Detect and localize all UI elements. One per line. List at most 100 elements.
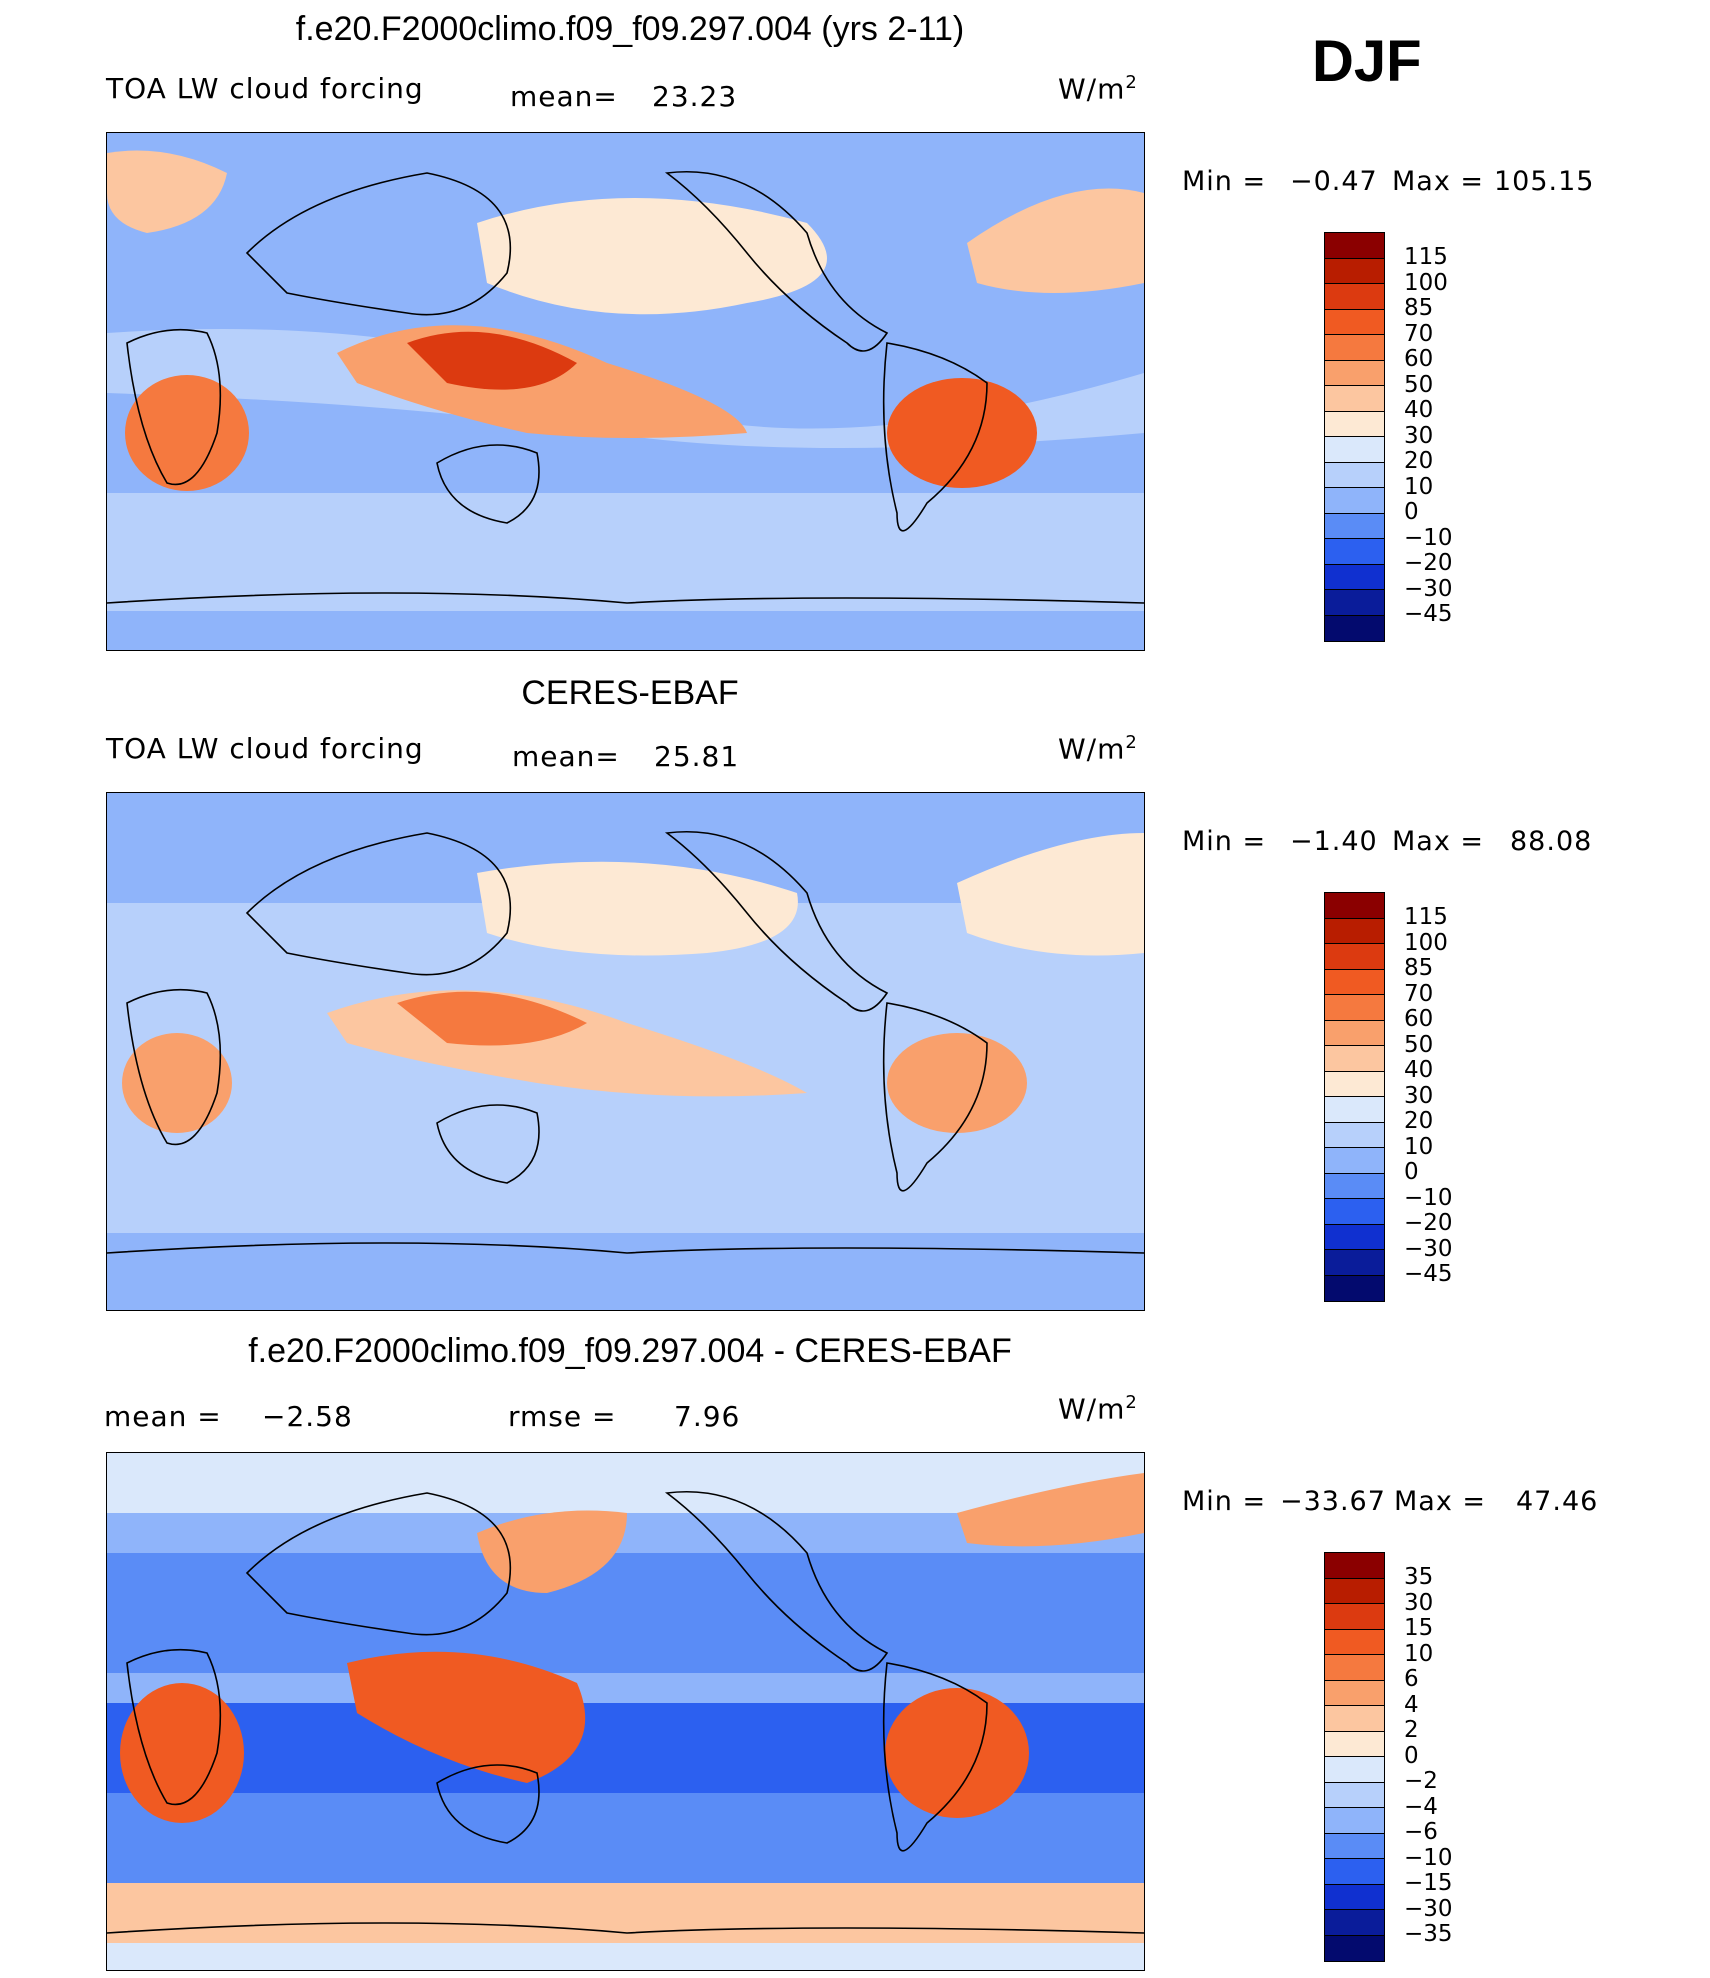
panel-1-max-value: 105.15 bbox=[1494, 166, 1595, 197]
colorbar-tick: 30 bbox=[1404, 423, 1434, 449]
south-america-max bbox=[887, 378, 1037, 488]
africa-positive bbox=[120, 1683, 244, 1823]
colorbar-swatch bbox=[1325, 893, 1384, 919]
colorbar-swatch bbox=[1325, 1629, 1384, 1655]
colorbar-tick: −6 bbox=[1404, 1819, 1438, 1845]
colorbar-tick: −35 bbox=[1404, 1921, 1453, 1947]
colorbar-swatch bbox=[1325, 969, 1384, 995]
panel-3-max-label: Max = bbox=[1394, 1486, 1487, 1517]
colorbar-swatch bbox=[1325, 411, 1384, 437]
colorbar-swatch bbox=[1325, 944, 1384, 970]
colorbar-swatch bbox=[1325, 437, 1384, 463]
colorbar-tick: 0 bbox=[1404, 499, 1419, 525]
panel-2-min-value: −1.40 bbox=[1290, 826, 1378, 857]
colorbar-swatch bbox=[1325, 513, 1384, 539]
colorbar-swatch bbox=[1325, 1046, 1384, 1072]
panel-1-mean-value: 23.23 bbox=[652, 80, 738, 113]
colorbar-swatch bbox=[1325, 1250, 1384, 1276]
colorbar-tick: 40 bbox=[1404, 397, 1434, 423]
panel-1-map-svg bbox=[107, 133, 1144, 650]
colorbar-tick: 60 bbox=[1404, 1006, 1434, 1032]
colorbar-swatch bbox=[1325, 918, 1384, 944]
panel-3-map bbox=[106, 1452, 1145, 1971]
colorbar-swatch bbox=[1325, 284, 1384, 310]
panel-1-min-value: −0.47 bbox=[1290, 166, 1378, 197]
season-label: DJF bbox=[1312, 29, 1422, 94]
europe-high bbox=[107, 150, 227, 233]
north-pacific-high bbox=[477, 861, 798, 956]
panel-1-units: W/m2 bbox=[1058, 72, 1138, 106]
coastlines bbox=[107, 1491, 1144, 1934]
colorbar-tick: 100 bbox=[1404, 270, 1448, 296]
colorbar-swatch bbox=[1325, 335, 1384, 361]
colorbar-tick: −45 bbox=[1404, 1261, 1453, 1287]
south-america-positive bbox=[885, 1688, 1029, 1818]
south-america-max bbox=[887, 1033, 1027, 1133]
colorbar-swatch bbox=[1325, 1275, 1384, 1301]
colorbar-swatch bbox=[1325, 1706, 1384, 1732]
colorbar-swatch bbox=[1325, 386, 1384, 412]
panel-1-variable-label: TOA LW cloud forcing bbox=[106, 72, 424, 105]
southern-band bbox=[107, 493, 1144, 613]
colorbar-tick: −20 bbox=[1404, 1210, 1453, 1236]
colorbar-tick: 50 bbox=[1404, 372, 1434, 398]
panel-2-colorbar bbox=[1324, 892, 1385, 1302]
colorbar-swatch bbox=[1325, 1757, 1384, 1783]
maritime-continent-core bbox=[397, 991, 587, 1046]
panel-2-map-svg bbox=[107, 793, 1144, 1310]
panel-3-map-svg bbox=[107, 1453, 1144, 1970]
panel-2-min-label: Min = bbox=[1182, 826, 1267, 857]
panel-2-mean-value: 25.81 bbox=[654, 740, 740, 773]
antarctic-band bbox=[107, 1233, 1144, 1310]
colorbar-tick: 10 bbox=[1404, 1134, 1434, 1160]
panel-3-max-value: 47.46 bbox=[1516, 1486, 1599, 1517]
colorbar-swatch bbox=[1325, 1224, 1384, 1250]
colorbar-tick: 2 bbox=[1404, 1717, 1419, 1743]
colorbar-swatch bbox=[1325, 1808, 1384, 1834]
panel-1-title: f.e20.F2000climo.f09_f09.297.004 (yrs 2-… bbox=[295, 10, 965, 48]
colorbar-swatch bbox=[1325, 564, 1384, 590]
colorbar-swatch bbox=[1325, 1859, 1384, 1885]
panel-2-mean-label: mean= bbox=[512, 740, 620, 773]
colorbar-swatch bbox=[1325, 258, 1384, 284]
panel-1-mean-label: mean= bbox=[510, 80, 618, 113]
colorbar-tick: −10 bbox=[1404, 1185, 1453, 1211]
colorbar-tick: −15 bbox=[1404, 1870, 1453, 1896]
coastlines bbox=[107, 831, 1144, 1254]
panel-3-rmse-label: rmse = bbox=[508, 1400, 617, 1433]
colorbar-swatch bbox=[1325, 590, 1384, 616]
colorbar-swatch bbox=[1325, 1173, 1384, 1199]
panel-2-variable-label: TOA LW cloud forcing bbox=[106, 732, 424, 765]
panel-3-units: W/m2 bbox=[1058, 1392, 1138, 1426]
panel-1-max-label: Max = bbox=[1392, 166, 1485, 197]
colorbar-tick: −2 bbox=[1404, 1768, 1438, 1794]
north-pacific-high bbox=[477, 198, 827, 315]
africa-max bbox=[122, 1033, 232, 1133]
panel-2-max-label: Max = bbox=[1392, 826, 1485, 857]
panel-3-min-value: −33.67 bbox=[1280, 1486, 1386, 1517]
colorbar-tick: 35 bbox=[1404, 1564, 1434, 1590]
colorbar-swatch bbox=[1325, 233, 1384, 259]
antarctic-band bbox=[107, 611, 1144, 650]
north-atlantic-positive bbox=[957, 1473, 1144, 1547]
colorbar-tick: 40 bbox=[1404, 1057, 1434, 1083]
colorbar-tick: −30 bbox=[1404, 1236, 1453, 1262]
colorbar-swatch bbox=[1325, 309, 1384, 335]
colorbar-swatch bbox=[1325, 1020, 1384, 1046]
north-atlantic-high bbox=[967, 188, 1144, 293]
colorbar-tick: −10 bbox=[1404, 1845, 1453, 1871]
colorbar-swatch bbox=[1325, 1199, 1384, 1225]
panel-3-rmse-value: 7.96 bbox=[674, 1400, 741, 1433]
colorbar-swatch bbox=[1325, 1680, 1384, 1706]
panel-1-min-label: Min = bbox=[1182, 166, 1267, 197]
colorbar-swatch bbox=[1325, 462, 1384, 488]
colorbar-swatch bbox=[1325, 1097, 1384, 1123]
colorbar-swatch bbox=[1325, 539, 1384, 565]
colorbar-tick: 20 bbox=[1404, 1108, 1434, 1134]
colorbar-swatch bbox=[1325, 1578, 1384, 1604]
maritime-continent-core bbox=[407, 331, 577, 390]
panel-2-map bbox=[106, 792, 1145, 1311]
colorbar-swatch bbox=[1325, 488, 1384, 514]
colorbar-tick: 10 bbox=[1404, 474, 1434, 500]
colorbar-tick: 10 bbox=[1404, 1641, 1434, 1667]
